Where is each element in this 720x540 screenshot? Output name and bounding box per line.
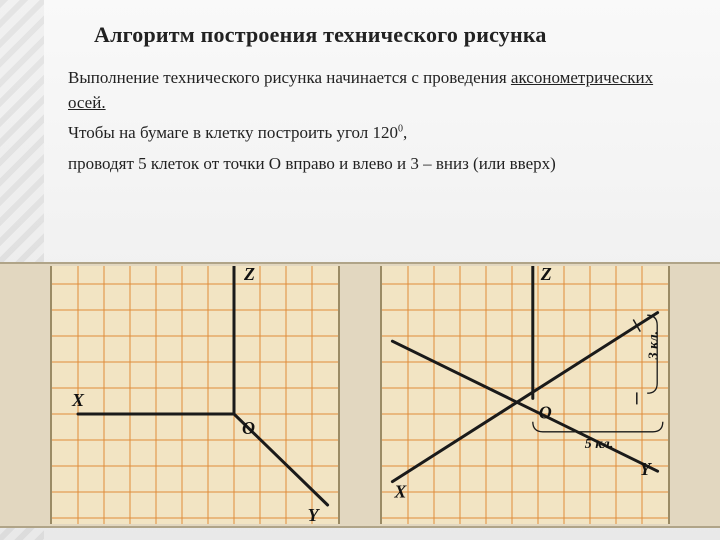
label-x: X bbox=[393, 482, 407, 502]
slide-page: Алгоритм построения технического рисунка… bbox=[0, 0, 720, 540]
diagram-right: ZOXY5 кл.3 кл. bbox=[360, 266, 690, 524]
label-o: O bbox=[242, 418, 255, 438]
p1-text-a: Выполнение технического рисунка начинает… bbox=[68, 68, 511, 87]
slide-title: Алгоритм построения технического рисунка bbox=[94, 22, 660, 48]
paragraph-3: проводят 5 клеток от точки О вправо и вл… bbox=[68, 152, 660, 177]
p2-text-b: , bbox=[403, 123, 407, 142]
label-5kl: 5 кл. bbox=[585, 437, 614, 452]
label-z: Z bbox=[540, 266, 552, 284]
label-x: X bbox=[71, 390, 85, 410]
p2-text-a: Чтобы на бумаге в клетку построить угол … bbox=[68, 123, 398, 142]
label-3kl: 3 кл. bbox=[647, 331, 662, 361]
paragraph-2: Чтобы на бумаге в клетку построить угол … bbox=[68, 121, 660, 146]
figure-row: ZXOY ZOXY5 кл.3 кл. bbox=[0, 262, 720, 528]
label-z: Z bbox=[243, 266, 255, 284]
paragraph-1: Выполнение технического рисунка начинает… bbox=[68, 66, 660, 115]
label-o: O bbox=[539, 402, 552, 422]
diagram-left: ZXOY bbox=[30, 266, 360, 524]
